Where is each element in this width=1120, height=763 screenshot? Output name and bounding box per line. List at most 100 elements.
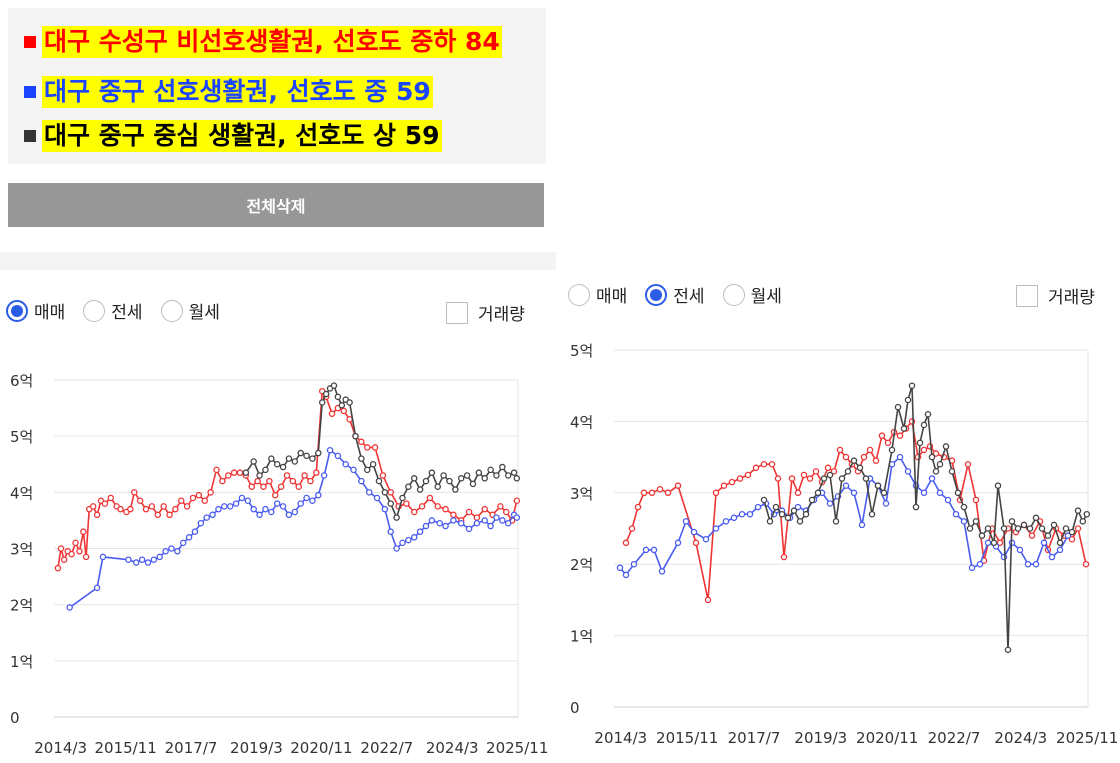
x-tick-label: 2022/7: [928, 729, 981, 747]
data-point-red: [154, 511, 162, 519]
data-point-blue: [513, 514, 521, 521]
radio-sale-right[interactable]: [568, 283, 590, 306]
data-point-red: [166, 511, 173, 519]
data-point-red: [1068, 535, 1076, 543]
data-point-black: [766, 518, 774, 525]
data-point-red: [1074, 525, 1082, 532]
data-point-black: [463, 472, 471, 479]
data-point-black: [760, 496, 768, 504]
data-point-red: [920, 446, 928, 454]
data-point-blue: [303, 494, 310, 502]
data-point-red: [142, 505, 150, 513]
data-point-red: [289, 477, 297, 485]
data-point-blue: [191, 528, 199, 535]
data-point-red: [254, 477, 261, 485]
legend-label-suseong: 대구 수성구 비선호생활권, 선호도 중하 84: [42, 26, 502, 58]
data-point-black: [322, 390, 330, 398]
data-point-black: [778, 510, 786, 518]
data-point-blue: [630, 560, 638, 568]
legend-item-junggu-center[interactable]: 대구 중구 중심 생활권, 선호도 상 59: [24, 120, 442, 152]
data-point-black: [352, 432, 359, 440]
data-point-black: [457, 475, 465, 482]
data-point-red: [236, 469, 244, 476]
data-point-red: [371, 444, 379, 451]
data-point-black: [393, 514, 400, 521]
data-point-blue: [132, 559, 140, 566]
data-point-black: [428, 469, 436, 476]
data-point-black: [285, 455, 293, 462]
x-tick-label: 2017/7: [165, 739, 218, 757]
data-point-blue: [1016, 546, 1024, 554]
volume-toggle-left: 거래량: [446, 300, 525, 325]
data-point-black: [493, 472, 500, 479]
radio-sale-right-label: 매매: [596, 287, 628, 307]
data-point-blue: [504, 519, 512, 527]
data-point-red: [160, 503, 167, 510]
legend-item-suseong[interactable]: 대구 수성구 비선호생활권, 선호도 중하 84: [24, 26, 502, 58]
data-point-black: [888, 446, 896, 454]
legend-marker-black: [24, 130, 36, 142]
data-point-blue: [442, 522, 449, 530]
data-point-blue: [162, 548, 169, 555]
volume-checkbox-right[interactable]: [1016, 284, 1038, 307]
data-point-red: [172, 505, 179, 513]
data-point-black: [434, 483, 441, 490]
data-point-black: [446, 477, 453, 485]
data-point-black: [784, 514, 792, 522]
data-point-black: [242, 469, 250, 476]
radio-sale-left[interactable]: [6, 299, 28, 322]
data-point-black: [772, 503, 780, 511]
data-point-black: [1026, 525, 1034, 532]
data-point-blue: [221, 503, 228, 510]
data-point-blue: [203, 514, 210, 521]
data-point-red: [692, 539, 700, 547]
data-point-blue: [1024, 560, 1032, 568]
data-point-black: [262, 466, 269, 474]
radio-jeonse-right[interactable]: [645, 283, 668, 306]
data-point-black: [318, 399, 326, 406]
data-point-black: [978, 532, 986, 539]
data-point-black: [513, 475, 521, 482]
radio-monthly-left[interactable]: [160, 299, 183, 322]
data-point-black: [334, 393, 342, 401]
data-point-red: [972, 496, 980, 504]
data-point-black: [504, 472, 512, 479]
data-point-red: [932, 450, 940, 457]
data-point-black: [499, 463, 506, 471]
data-point-black: [1056, 539, 1064, 547]
data-point-black: [410, 475, 418, 482]
data-point-black: [1038, 525, 1046, 532]
data-point-red: [884, 439, 892, 447]
volume-checkbox-left[interactable]: [446, 301, 468, 324]
volume-label-left: 거래량: [478, 305, 525, 325]
data-point-red: [307, 477, 314, 485]
data-point-red: [295, 483, 302, 490]
data-point-black: [1074, 507, 1082, 514]
data-point-blue: [976, 560, 984, 568]
radio-monthly-right[interactable]: [722, 283, 745, 306]
data-point-red: [178, 497, 185, 505]
data-point-blue: [904, 468, 912, 475]
data-point-black: [346, 399, 353, 406]
data-point-black: [315, 449, 322, 457]
x-tick-label: 2022/7: [360, 739, 413, 757]
data-point-black: [510, 469, 518, 476]
data-point-blue: [174, 548, 181, 555]
data-point-red: [301, 472, 308, 479]
delete-all-button[interactable]: 전체삭제: [8, 183, 544, 227]
data-point-black: [880, 489, 888, 497]
data-point-black: [399, 494, 406, 502]
data-point-black: [874, 482, 882, 489]
data-point-blue: [393, 545, 400, 552]
data-point-blue: [1000, 553, 1008, 561]
data-point-red: [465, 508, 473, 516]
data-point-red: [812, 468, 820, 475]
x-tick-label: 2025/11: [486, 739, 548, 757]
data-point-black: [303, 452, 310, 460]
legend-item-junggu[interactable]: 대구 중구 선호생활권, 선호도 중 59: [24, 76, 433, 108]
y-tick-label: 1억: [570, 628, 593, 646]
data-point-black: [990, 539, 998, 547]
data-point-black: [920, 421, 928, 429]
volume-toggle-right: 거래량: [1016, 283, 1095, 308]
radio-jeonse-left[interactable]: [83, 299, 106, 322]
